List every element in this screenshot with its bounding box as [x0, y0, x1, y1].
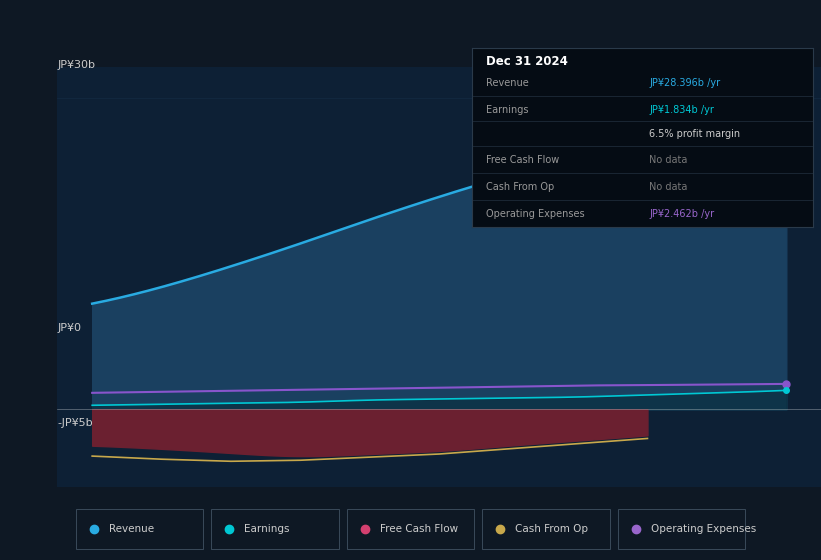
- Text: -JP¥5b: -JP¥5b: [57, 418, 93, 428]
- Text: JP¥30b: JP¥30b: [57, 60, 95, 70]
- Text: Earnings: Earnings: [486, 105, 528, 115]
- Text: No data: No data: [649, 156, 688, 166]
- Text: Revenue: Revenue: [486, 78, 529, 88]
- Text: 6.5% profit margin: 6.5% profit margin: [649, 129, 741, 139]
- Text: No data: No data: [649, 183, 688, 193]
- Text: Operating Expenses: Operating Expenses: [486, 209, 585, 220]
- Text: Earnings: Earnings: [244, 524, 290, 534]
- Text: Cash From Op: Cash From Op: [516, 524, 588, 534]
- Text: Revenue: Revenue: [108, 524, 154, 534]
- Text: JP¥0: JP¥0: [57, 323, 81, 333]
- Text: JP¥28.396b /yr: JP¥28.396b /yr: [649, 78, 720, 88]
- Text: Cash From Op: Cash From Op: [486, 183, 554, 193]
- Text: JP¥2.462b /yr: JP¥2.462b /yr: [649, 209, 714, 220]
- Text: Dec 31 2024: Dec 31 2024: [486, 55, 567, 68]
- Text: Free Cash Flow: Free Cash Flow: [379, 524, 458, 534]
- Text: Free Cash Flow: Free Cash Flow: [486, 156, 559, 166]
- Text: Operating Expenses: Operating Expenses: [650, 524, 756, 534]
- Text: JP¥1.834b /yr: JP¥1.834b /yr: [649, 105, 714, 115]
